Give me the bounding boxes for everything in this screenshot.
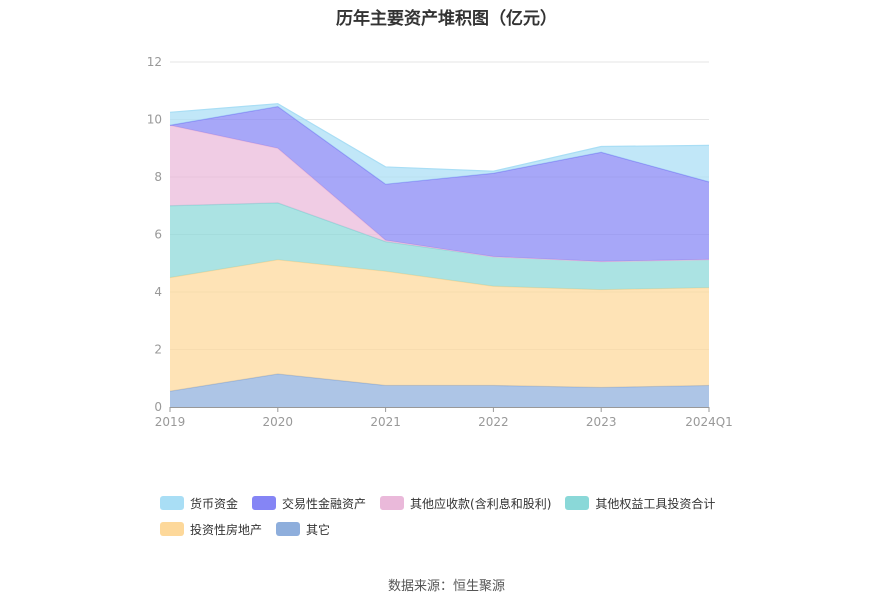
legend-item[interactable]: 货币资金 — [160, 494, 238, 512]
y-tick-label: 12 — [147, 55, 162, 69]
legend-swatch — [160, 522, 184, 536]
x-tick-label: 2024Q1 — [685, 415, 733, 429]
y-tick-label: 10 — [147, 113, 162, 127]
legend-swatch — [276, 522, 301, 536]
x-tick-label: 2021 — [370, 415, 401, 429]
x-tick-label: 2023 — [586, 415, 617, 429]
area-series-4 — [170, 106, 709, 262]
area-series-line-3 — [169, 124, 710, 263]
legend-label: 交易性金融资产 — [282, 496, 367, 511]
legend-item[interactable]: 其他应收款(含利息和股利) — [380, 494, 551, 512]
legend-item[interactable]: 投资性房地产 — [160, 520, 262, 538]
legend-label: 其他权益工具投资合计 — [595, 496, 716, 511]
legend-label: 投资性房地产 — [190, 522, 263, 537]
y-tick-label: 0 — [154, 400, 162, 414]
y-tick-label: 2 — [154, 343, 162, 357]
y-tick-label: 6 — [154, 228, 162, 242]
area-series-5 — [170, 103, 709, 185]
area-series-line-5 — [169, 103, 710, 172]
y-tick-label: 8 — [154, 170, 162, 184]
area-series-0 — [170, 373, 709, 407]
legend: 货币资金 交易性金融资产 其他应收款(含利息和股利) 其他权益工具投资合计投资性房地产… — [160, 494, 780, 538]
y-tick-label: 4 — [154, 285, 162, 299]
area-series-line-0 — [169, 373, 710, 392]
legend-label: 货币资金 — [190, 496, 239, 511]
legend-item[interactable]: 其他权益工具投资合计 — [565, 494, 715, 512]
legend-item[interactable]: 交易性金融资产 — [252, 494, 366, 512]
x-tick-label: 2020 — [263, 415, 294, 429]
area-series-3 — [170, 125, 709, 262]
legend-swatch — [565, 496, 590, 510]
data-source: 数据来源：恒生聚源 — [387, 579, 505, 594]
legend-swatch — [160, 496, 184, 510]
legend-label: 其它 — [306, 522, 331, 537]
stacked-area-chart: 0 2 4 6 8 10 12 2019 2020 2021 2022 2023 2024Q1 — [147, 55, 733, 429]
area-series-2 — [170, 202, 709, 290]
chart-title: 历年主要资产堆积图（亿元） — [336, 9, 557, 29]
legend-item[interactable]: 其它 — [276, 520, 330, 538]
legend-label: 其他应收款(含利息和股利) — [410, 496, 552, 511]
x-tick-label: 2022 — [478, 415, 509, 429]
legend-swatch — [252, 496, 277, 510]
legend-swatch — [380, 496, 405, 510]
area-series-1 — [170, 259, 709, 392]
x-tick-label: 2019 — [155, 415, 186, 429]
